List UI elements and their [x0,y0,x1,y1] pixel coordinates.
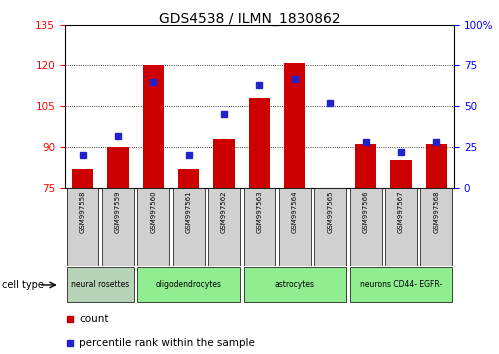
Bar [350,268,452,302]
Bar [244,188,275,266]
Bar [137,268,240,302]
Text: GSM997561: GSM997561 [186,191,192,233]
Text: oligodendrocytes: oligodendrocytes [156,280,222,289]
Bar [67,268,134,302]
Text: cell type: cell type [2,280,44,290]
Text: count: count [79,314,108,324]
Text: neural rosettes: neural rosettes [71,280,129,289]
Text: GSM997559: GSM997559 [115,191,121,233]
Bar [67,188,98,266]
Text: percentile rank within the sample: percentile rank within the sample [79,338,255,348]
Bar [279,188,311,266]
Bar [244,268,346,302]
Text: neurons CD44- EGFR-: neurons CD44- EGFR- [360,280,442,289]
Text: GSM997568: GSM997568 [434,191,440,233]
Text: GSM997565: GSM997565 [327,191,333,233]
Text: astrocytes: astrocytes [275,280,315,289]
Bar [421,188,452,266]
Text: GSM997564: GSM997564 [292,191,298,233]
Bar [426,144,447,188]
Bar [178,169,199,188]
Text: GDS4538 / ILMN_1830862: GDS4538 / ILMN_1830862 [159,12,340,27]
Text: GSM997560: GSM997560 [150,191,156,233]
Text: GSM997566: GSM997566 [363,191,369,233]
Bar [385,188,417,266]
Bar [102,188,134,266]
Bar [249,98,270,188]
Text: GSM997567: GSM997567 [398,191,404,233]
Bar [143,65,164,188]
Bar [208,188,240,266]
Text: GSM997563: GSM997563 [256,191,262,233]
Bar [214,139,235,188]
Bar [72,169,93,188]
Bar [284,63,305,188]
Bar [314,188,346,266]
Bar [355,144,376,188]
Text: GSM997562: GSM997562 [221,191,227,233]
Bar [107,147,129,188]
Text: GSM997558: GSM997558 [79,191,85,233]
Bar [390,160,412,188]
Bar [137,188,169,266]
Bar [350,188,382,266]
Bar [173,188,205,266]
